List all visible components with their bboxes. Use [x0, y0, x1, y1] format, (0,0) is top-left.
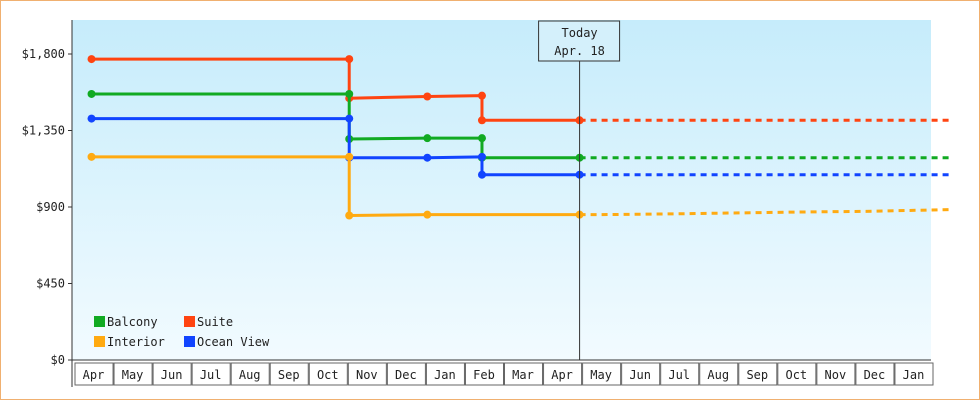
data-point — [345, 55, 354, 64]
x-tick-box — [347, 362, 387, 386]
x-tick-box — [738, 362, 778, 386]
x-tick-box — [621, 362, 661, 386]
x-tick-label: May — [590, 368, 612, 382]
x-tick-label: Oct — [317, 368, 339, 382]
x-tick-box — [894, 362, 934, 386]
data-point — [423, 153, 432, 162]
today-label: Today — [562, 26, 598, 40]
x-tick-box — [660, 362, 700, 386]
y-tick-label: $1,800 — [22, 47, 65, 61]
x-tick-box — [269, 362, 309, 386]
x-tick-label: Apr — [551, 368, 573, 382]
y-tick-label: $450 — [36, 277, 65, 291]
x-tick-label: Apr — [83, 368, 105, 382]
data-point — [345, 152, 354, 161]
data-point — [345, 211, 354, 220]
x-tick-label: Oct — [785, 368, 807, 382]
data-point — [87, 152, 96, 161]
forecast-line — [579, 208, 951, 217]
x-tick-box — [113, 362, 153, 386]
x-tick-label: Sep — [278, 368, 300, 382]
x-tick-box — [504, 362, 544, 386]
y-tick-label: $0 — [51, 353, 65, 367]
data-point — [477, 170, 486, 179]
x-tick-box — [543, 362, 583, 386]
x-tick-box — [152, 362, 192, 386]
x-tick-label: Jul — [668, 368, 690, 382]
legend-swatch — [94, 336, 105, 347]
x-tick-box — [582, 362, 622, 386]
data-point — [423, 210, 432, 219]
x-tick-box — [699, 362, 739, 386]
x-tick-box — [386, 362, 426, 386]
data-point — [87, 89, 96, 98]
plot-area — [72, 20, 931, 360]
data-point — [477, 152, 486, 161]
legend-label: Balcony — [107, 315, 158, 329]
legend-swatch — [94, 316, 105, 327]
x-tick-box — [74, 362, 114, 386]
data-point — [87, 114, 96, 123]
x-tick-label: Nov — [356, 368, 378, 382]
x-tick-box — [464, 362, 505, 386]
x-tick-label: Dec — [395, 368, 417, 382]
x-tick-label: May — [122, 368, 144, 382]
legend-label: Suite — [197, 315, 233, 329]
x-tick-label: Jan — [903, 368, 925, 382]
y-tick-label: $900 — [36, 200, 65, 214]
x-tick-box — [230, 362, 270, 386]
x-tick-box — [816, 362, 856, 386]
x-tick-box — [425, 362, 465, 386]
legend-swatch — [184, 316, 195, 327]
data-point — [345, 89, 354, 98]
data-point — [477, 91, 486, 100]
x-tick-label: Sep — [746, 368, 768, 382]
x-tick-label: Aug — [239, 368, 261, 382]
data-point — [477, 116, 486, 125]
today-box — [538, 20, 621, 62]
data-point — [423, 134, 432, 143]
x-tick-label: Jan — [434, 368, 456, 382]
x-tick-label: Nov — [825, 368, 847, 382]
x-tick-label: Jul — [200, 368, 222, 382]
data-point — [87, 55, 96, 64]
data-point — [423, 92, 432, 101]
legend-swatch — [184, 336, 195, 347]
x-tick-label: Feb — [473, 368, 495, 382]
x-tick-label: Mar — [512, 368, 534, 382]
x-tick-box — [777, 362, 817, 386]
x-tick-box — [308, 362, 348, 386]
x-tick-label: Jun — [161, 368, 183, 382]
x-tick-box — [855, 362, 895, 386]
x-tick-label: Dec — [864, 368, 886, 382]
x-tick-label: Aug — [707, 368, 729, 382]
legend-label: Ocean View — [197, 335, 270, 349]
y-tick-label: $1,350 — [22, 124, 65, 138]
x-tick-label: Jun — [629, 368, 651, 382]
x-tick-box — [191, 362, 231, 386]
today-date: Apr. 18 — [554, 44, 605, 58]
legend-label: Interior — [107, 335, 165, 349]
data-point — [477, 134, 486, 143]
data-point — [345, 114, 354, 123]
